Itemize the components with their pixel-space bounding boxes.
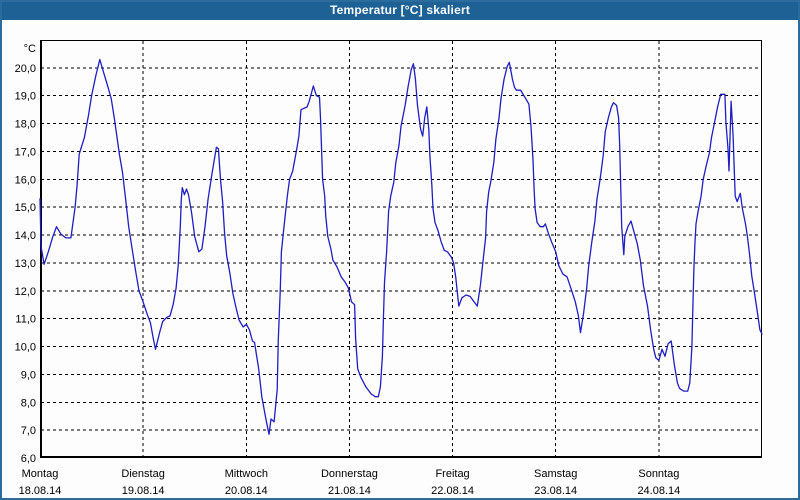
x-day-name-label: Mittwoch xyxy=(225,468,268,480)
x-day-name-label: Montag xyxy=(22,468,59,480)
y-tick-label: 14,0 xyxy=(15,230,36,242)
y-axis-unit-label: °C xyxy=(24,43,36,55)
y-tick-label: 10,0 xyxy=(15,342,36,354)
y-tick-label: 12,0 xyxy=(15,286,36,298)
x-day-date-label: 24.08.14 xyxy=(637,485,680,497)
x-gridlines xyxy=(142,41,660,457)
x-day-name-label: Dienstag xyxy=(121,468,164,480)
y-gridlines xyxy=(41,67,761,431)
x-day-date-label: 18.08.14 xyxy=(19,485,62,497)
temperature-line xyxy=(39,58,763,435)
x-day-date-label: 19.08.14 xyxy=(122,485,165,497)
y-tick-label: 11,0 xyxy=(15,314,36,326)
x-day-date-label: 21.08.14 xyxy=(328,485,371,497)
x-day-name-label: Donnerstag xyxy=(321,468,378,480)
y-tick-label: 9,0 xyxy=(21,369,36,381)
x-day-labels: Montag 18.08.14 Dienstag 19.08.14 Mittwoch 20… xyxy=(19,468,681,497)
y-tick-label: 6,0 xyxy=(21,453,36,465)
x-day-date-label: 22.08.14 xyxy=(431,485,474,497)
window-titlebar: Temperatur [°C] skaliert xyxy=(0,0,800,20)
x-day-name-label: Samstag xyxy=(534,468,577,480)
x-day-name-label: Sonntag xyxy=(638,468,679,480)
x-day-date-label: 20.08.14 xyxy=(225,485,268,497)
y-tick-label: 17,0 xyxy=(15,146,36,158)
x-day-date-label: 23.08.14 xyxy=(534,485,577,497)
y-tick-label: 15,0 xyxy=(15,202,36,214)
y-tick-label: 20,0 xyxy=(15,63,36,75)
y-tick-label: 18,0 xyxy=(15,119,36,131)
y-tick-label: 19,0 xyxy=(15,91,36,103)
x-day-name-label: Freitag xyxy=(435,468,469,480)
y-tick-label: 7,0 xyxy=(21,425,36,437)
window-title: Temperatur [°C] skaliert xyxy=(329,3,471,17)
y-tick-labels: 20,0 19,0 18,0 17,0 16,0 15,0 14,0 13,0 12,0 11,0… xyxy=(15,43,36,465)
y-tick-label: 8,0 xyxy=(21,397,36,409)
temperature-series-path xyxy=(39,58,763,435)
y-tick-label: 13,0 xyxy=(15,258,36,270)
plot-border xyxy=(40,40,762,458)
y-tick-label: 16,0 xyxy=(15,174,36,186)
